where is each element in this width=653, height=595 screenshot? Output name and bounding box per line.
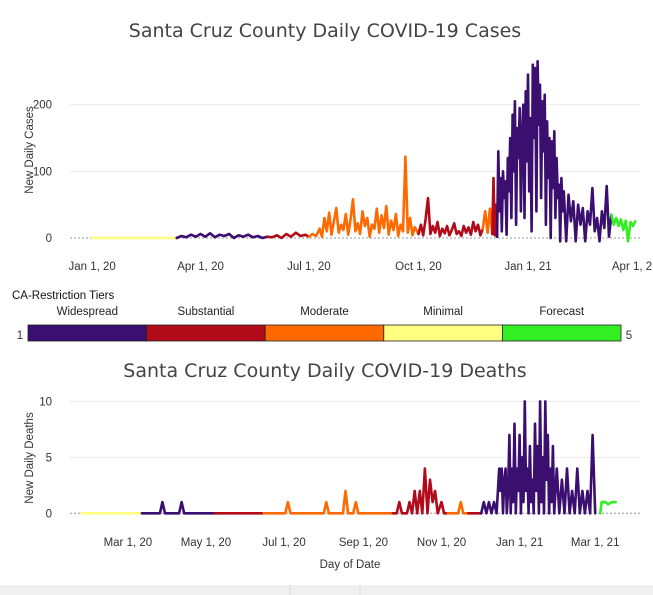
legend-swatch-minimal <box>383 324 503 342</box>
x-tick-label: Jul 1, 20 <box>287 261 330 273</box>
x-tick-label: Mar 1, 20 <box>104 537 153 549</box>
y-tick-label: 5 <box>46 452 52 464</box>
deaths-series-group <box>80 400 617 515</box>
series-line-forecast <box>599 500 617 515</box>
legend-title: CA-Restriction Tiers <box>12 290 114 302</box>
legend-swatch-forecast <box>501 324 622 342</box>
series-line-substantial <box>265 231 311 240</box>
cases-series-group <box>90 60 637 243</box>
series-line-moderate <box>481 207 494 236</box>
y-tick-label: 200 <box>33 100 52 112</box>
x-tick-label: Apr 1, 21 <box>612 261 653 273</box>
legend-label-widespread: Widespread <box>57 306 118 318</box>
cases-chart: Santa Cruz County Daily COVID-19 Cases N… <box>24 20 653 273</box>
legend-min-label: 1 <box>17 330 23 342</box>
series-line-widespread <box>495 60 613 243</box>
legend-label-moderate: Moderate <box>300 306 349 318</box>
cases-y-axis-label: New Daily Cases <box>24 106 36 194</box>
deaths-chart-title: Santa Cruz County Daily COVID-19 Deaths <box>123 360 526 382</box>
x-tick-label: Apr 1, 20 <box>177 261 224 273</box>
series-line-forecast <box>610 213 637 243</box>
series-line-moderate <box>262 489 395 515</box>
deaths-y-ticks: 0 5 10 <box>39 396 52 520</box>
y-tick-label: 100 <box>33 166 52 178</box>
series-line-substantial <box>391 467 450 515</box>
legend-labels: Widespread Substantial Moderate Minimal Fore… <box>57 306 585 318</box>
series-line-moderate <box>446 500 470 515</box>
x-tick-label: May 1, 20 <box>181 537 232 549</box>
y-tick-label: 10 <box>39 396 52 408</box>
x-tick-label: Jan 1, 20 <box>68 261 115 273</box>
series-line-widespread <box>140 500 217 515</box>
cases-y-ticks: 0 100 200 <box>33 100 52 245</box>
x-tick-label: Mar 1, 21 <box>571 537 620 549</box>
legend-max-label: 5 <box>626 330 632 342</box>
cases-x-ticks: Jan 1, 20 Apr 1, 20 Jul 1, 20 Oct 1, 20 Jan … <box>68 261 653 273</box>
cases-chart-title: Santa Cruz County Daily COVID-19 Cases <box>129 20 521 42</box>
legend-label-forecast: Forecast <box>539 306 585 318</box>
series-line-substantial <box>417 196 485 238</box>
x-tick-label: Nov 1, 20 <box>417 537 466 549</box>
legend-color-bar <box>27 324 622 342</box>
x-tick-label: Oct 1, 20 <box>395 261 442 273</box>
deaths-y-axis-label: New Daily Deaths <box>24 412 36 504</box>
y-tick-label: 0 <box>46 233 52 245</box>
x-tick-label: Jan 1, 21 <box>504 261 551 273</box>
legend-label-substantial: Substantial <box>177 306 234 318</box>
legend-swatch-widespread <box>27 324 147 342</box>
deaths-x-ticks: Mar 1, 20 May 1, 20 Jul 1, 20 Sep 1, 20 Nov … <box>104 537 620 549</box>
series-line-moderate <box>307 155 420 238</box>
legend-label-minimal: Minimal <box>423 306 463 318</box>
x-tick-label: Jul 1, 20 <box>262 537 305 549</box>
x-tick-label: Jan 1, 21 <box>496 537 543 549</box>
series-line-widespread <box>175 232 269 240</box>
horizontal-scrollbar[interactable] <box>0 585 653 595</box>
deaths-x-axis-label: Day of Date <box>320 559 381 571</box>
legend-swatch-moderate <box>264 324 385 342</box>
series-line-widespread <box>479 400 597 515</box>
tier-legend: CA-Restriction Tiers Widespread Substanti… <box>12 290 632 342</box>
deaths-chart: Santa Cruz County Daily COVID-19 Deaths … <box>24 360 640 571</box>
legend-swatch-substantial <box>146 324 266 342</box>
x-tick-label: Sep 1, 20 <box>339 537 388 549</box>
y-tick-label: 0 <box>46 508 52 520</box>
